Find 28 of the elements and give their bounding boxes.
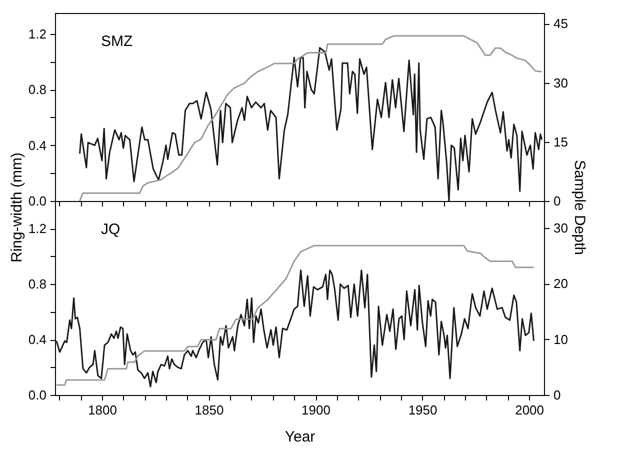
y2-tick-label: 30: [554, 220, 568, 236]
x-tick-label: 1950: [408, 402, 438, 418]
y2-tick-label: 0: [554, 194, 561, 208]
y2-axis-title: Sample Depth: [570, 160, 588, 256]
y2-tick-label: 20: [554, 276, 568, 292]
y2-tick-label: 45: [554, 16, 568, 32]
y2-tick-label: 30: [554, 75, 568, 90]
y2-tick-label: 15: [554, 134, 568, 150]
y-axis-title: Ring-width (mm): [8, 152, 26, 263]
x-tick-label: 1800: [88, 402, 117, 418]
y-tick-label: 0.0: [28, 194, 46, 208]
y2-tick-label: 10: [554, 332, 568, 347]
y-tick-label: 0.4: [28, 138, 46, 153]
line-series: [56, 244, 534, 386]
annotation: SMZ: [101, 33, 133, 50]
y-tick-label: 0.4: [28, 332, 46, 348]
y-tick-label: 1.2: [28, 26, 46, 42]
annotation: JQ: [101, 221, 120, 238]
line-series: [56, 270, 534, 388]
y-tick-label: 0.0: [28, 388, 46, 402]
x-tick-label: 1850: [194, 402, 224, 418]
y-tick-label: 0.8: [28, 82, 46, 98]
y2-tick-label: 0: [554, 388, 561, 402]
y-tick-label: 0.8: [28, 276, 46, 292]
x-axis-title: Year: [284, 428, 316, 446]
x-tick-label: 2000: [515, 402, 544, 418]
x-tick-label: 1900: [302, 402, 330, 418]
y-tick-label: 1.2: [28, 221, 46, 236]
